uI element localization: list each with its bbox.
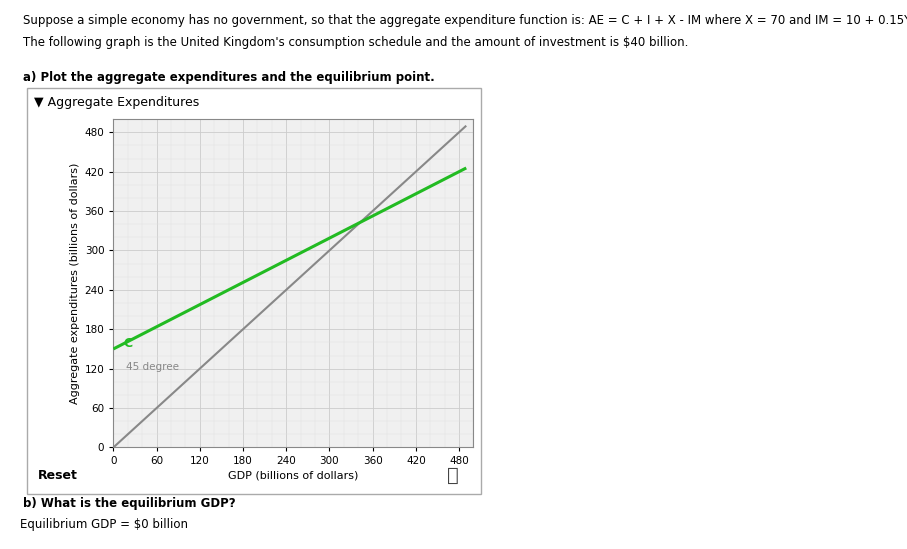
Text: ▼ Aggregate Expenditures: ▼ Aggregate Expenditures <box>34 96 200 109</box>
Text: 🗑: 🗑 <box>447 466 458 485</box>
Text: b) What is the equilibrium GDP?: b) What is the equilibrium GDP? <box>23 497 235 510</box>
Text: The following graph is the United Kingdom's consumption schedule and the amount : The following graph is the United Kingdo… <box>23 36 688 49</box>
Text: a) Plot the aggregate expenditures and the equilibrium point.: a) Plot the aggregate expenditures and t… <box>23 71 434 85</box>
Text: C: C <box>123 337 132 350</box>
Y-axis label: Aggregate expenditures (billions of dollars): Aggregate expenditures (billions of doll… <box>71 163 81 404</box>
Text: Reset: Reset <box>38 469 78 482</box>
Text: 45 degree: 45 degree <box>126 362 180 372</box>
Text: Equilibrium GDP = $0 billion: Equilibrium GDP = $0 billion <box>20 518 188 531</box>
Text: Suppose a simple economy has no government, so that the aggregate expenditure fu: Suppose a simple economy has no governme… <box>23 14 907 27</box>
X-axis label: GDP (billions of dollars): GDP (billions of dollars) <box>229 470 358 480</box>
